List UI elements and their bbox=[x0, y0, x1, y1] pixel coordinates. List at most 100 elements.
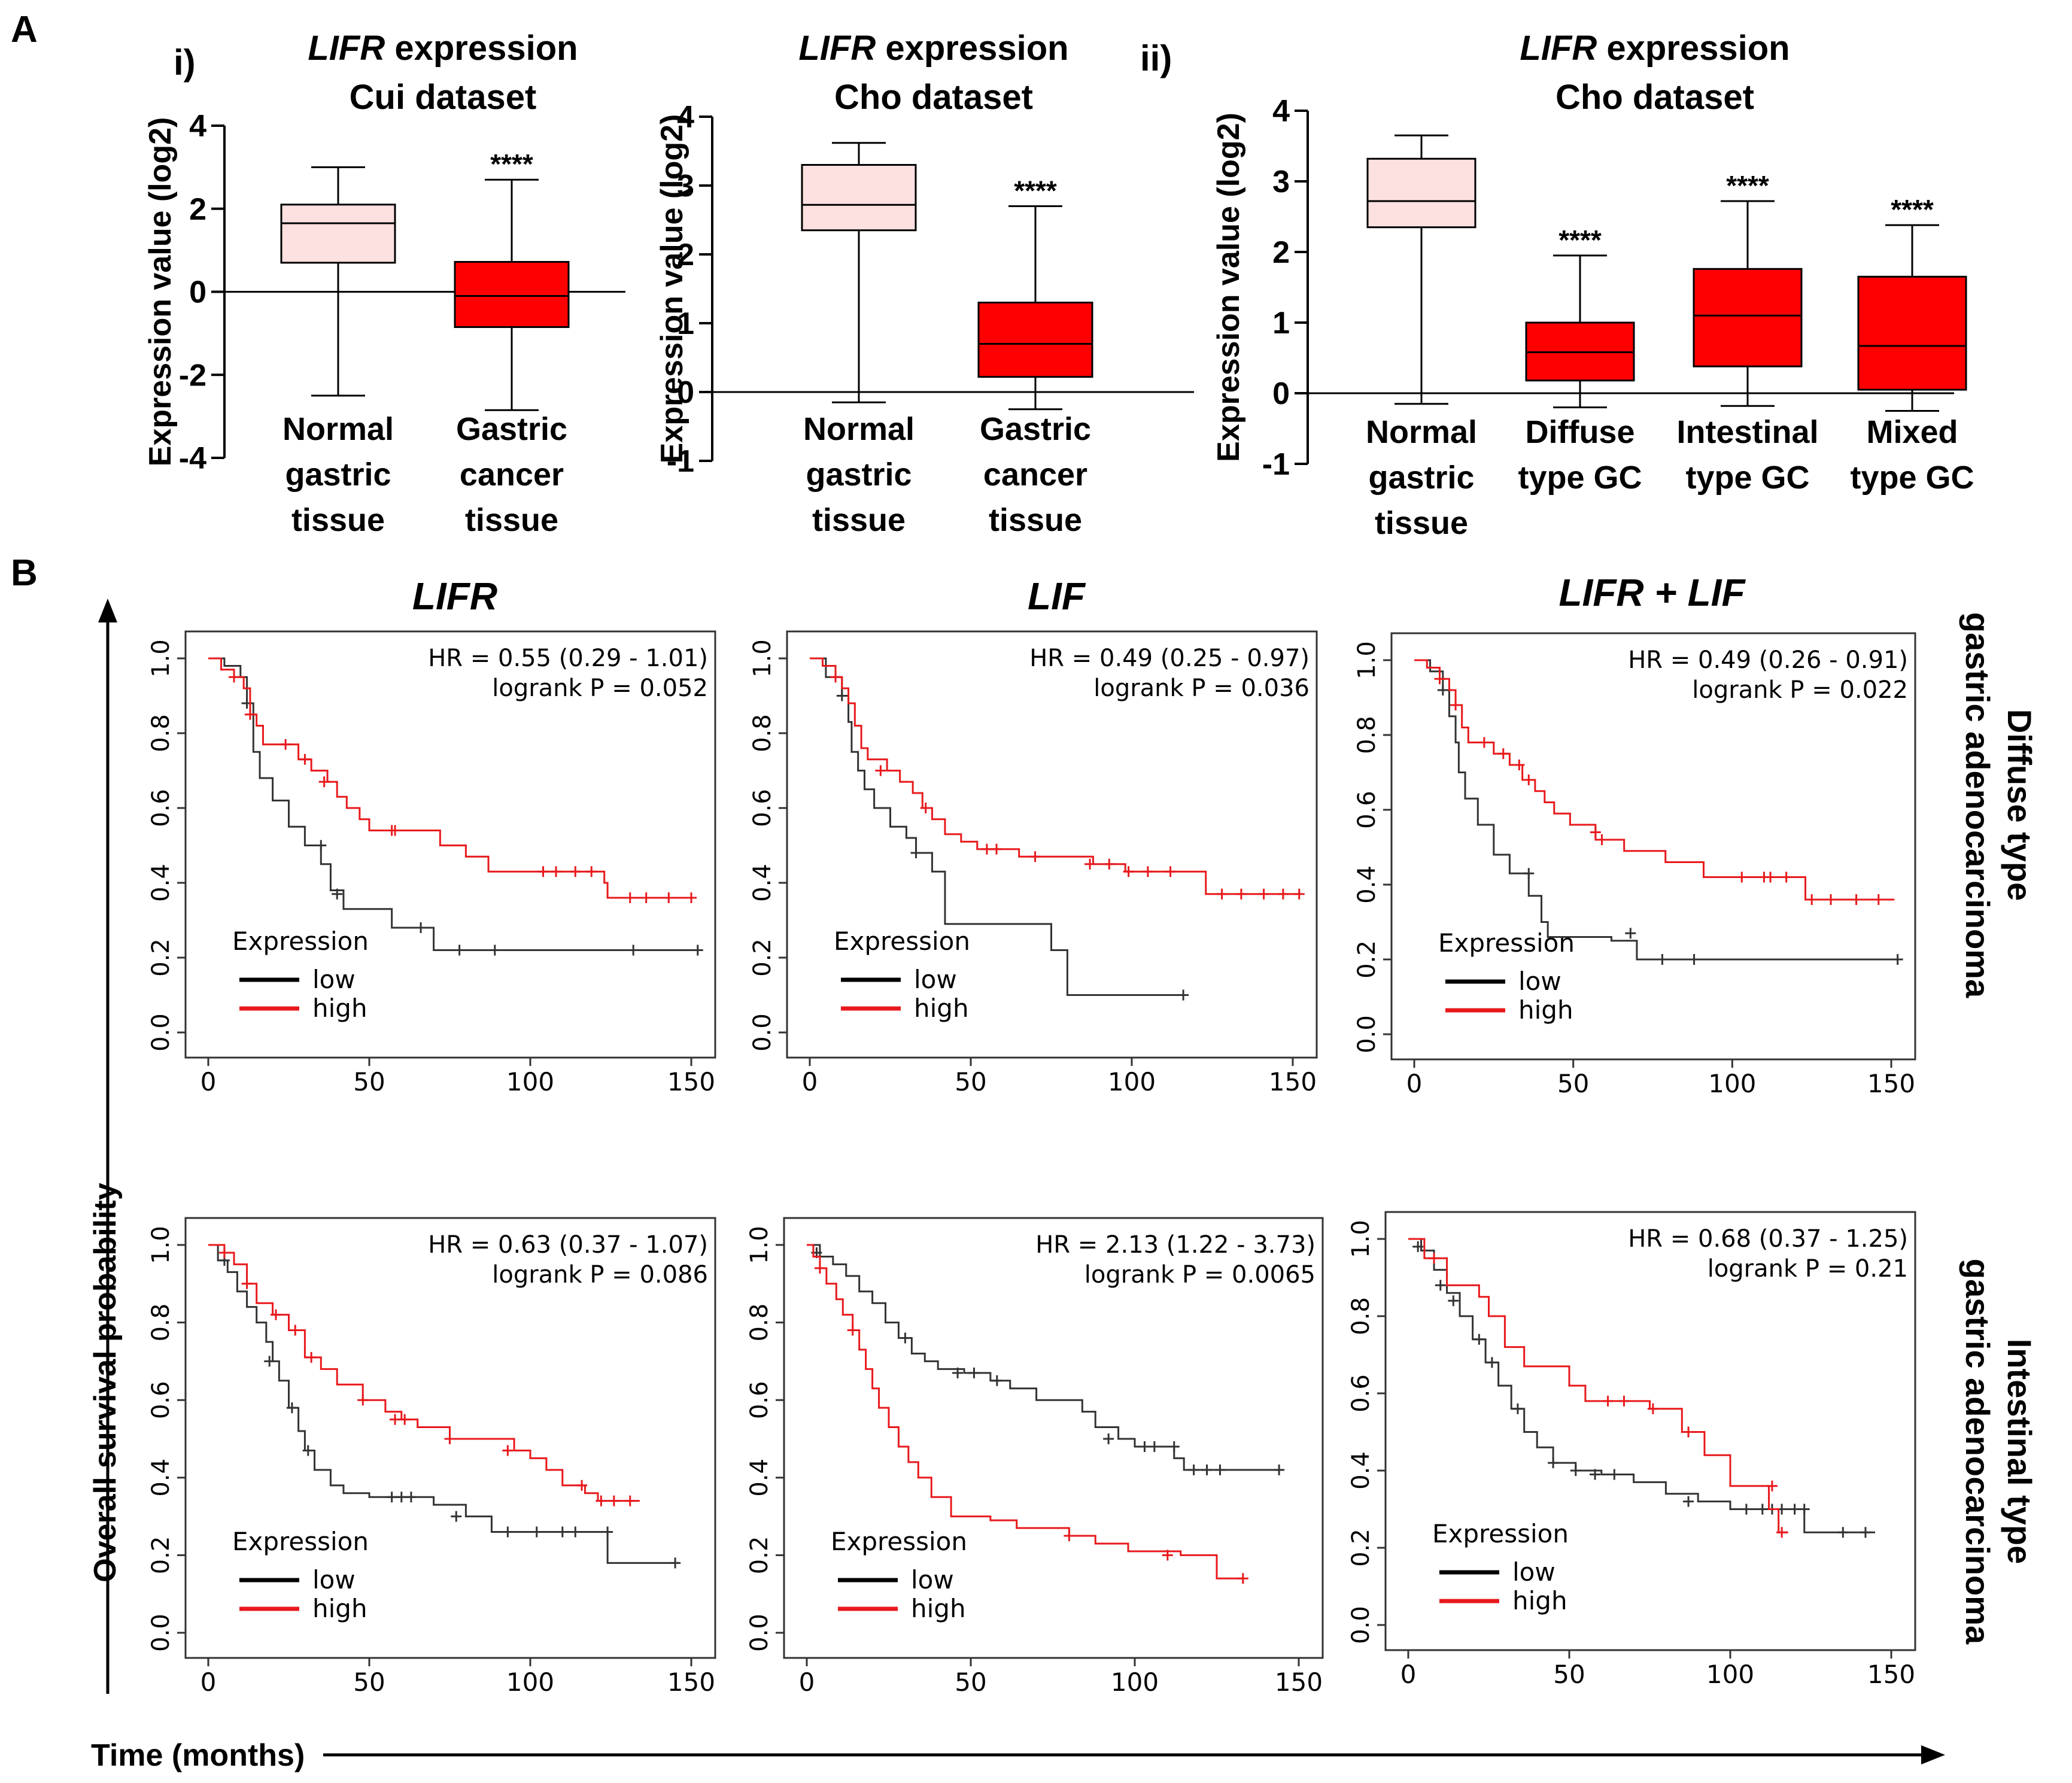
km-censor-mark-low bbox=[315, 840, 327, 851]
km-censor-mark-low bbox=[1139, 1441, 1150, 1452]
row-label-intestinal: Intestinal type gastric adenocarcinoma bbox=[1959, 1259, 2038, 1645]
km-legend-title: Expression bbox=[232, 1527, 369, 1556]
box-group: Normal gastric tissue bbox=[280, 166, 396, 538]
km-x-tick-label: 50 bbox=[1557, 1069, 1589, 1098]
km-censor-mark-high bbox=[390, 825, 401, 836]
km-plot-lif-intestinal: 0 50 100 150 0.0 0.2 0.4 0.6 0.8 1.0 HR = 2.13 (1.… bbox=[746, 1217, 1324, 1697]
col-title-lifr: LIFR bbox=[412, 575, 497, 618]
km-x-tick-label: 0 bbox=[200, 1067, 217, 1096]
km-x-tick-label: 150 bbox=[1867, 1660, 1915, 1689]
box-title-gene: LIFR bbox=[308, 29, 385, 68]
km-censor-mark-low bbox=[451, 1511, 462, 1522]
km-censor-mark-low bbox=[1740, 1503, 1752, 1515]
box-plot-2: LIFR expression Cho dataset Expression val… bbox=[655, 29, 1194, 538]
km-frame bbox=[786, 630, 1318, 1059]
km-y-tick-label: 0.2 bbox=[746, 1536, 773, 1575]
km-logrank-p: logrank P = 0.086 bbox=[492, 1261, 708, 1289]
km-y-tick-label: 0.8 bbox=[147, 1304, 175, 1342]
km-logrank-p: logrank P = 0.052 bbox=[492, 675, 708, 702]
box-group: **** Mixed type GC bbox=[1850, 194, 1974, 496]
km-hazard-ratio: HR = 0.49 (0.25 - 0.97) bbox=[1029, 645, 1310, 672]
km-censor-mark-low bbox=[1178, 989, 1189, 1001]
km-x-tick-label: 0 bbox=[1406, 1069, 1423, 1098]
km-censor-mark-high bbox=[241, 1278, 253, 1289]
km-censor-mark-low bbox=[1214, 1464, 1226, 1475]
km-censor-mark-high bbox=[1123, 866, 1134, 877]
km-censor-mark-low bbox=[1837, 1527, 1849, 1538]
box-iqr bbox=[454, 261, 570, 328]
km-censor-mark-low bbox=[415, 922, 427, 933]
km-y-tick-label: 0.2 bbox=[749, 938, 776, 977]
km-legend-high-label: high bbox=[312, 1594, 367, 1623]
km-frame bbox=[783, 1217, 1324, 1659]
km-censor-mark-low bbox=[1590, 1469, 1601, 1480]
km-x-tick-label: 0 bbox=[200, 1667, 217, 1697]
km-hazard-ratio: HR = 0.49 (0.26 - 0.91) bbox=[1628, 646, 1908, 674]
box-title-line1: LIFR expression bbox=[308, 29, 578, 68]
km-censor-mark-low bbox=[836, 690, 847, 701]
km-curve-low bbox=[208, 1244, 679, 1564]
box-group: **** Gastric cancer tissue bbox=[454, 148, 570, 538]
km-censor-mark-low bbox=[910, 848, 922, 858]
km-censor-mark-low bbox=[1512, 1403, 1523, 1414]
km-legend-low-label: low bbox=[911, 1565, 954, 1594]
km-censor-mark-low bbox=[968, 1367, 980, 1378]
km-censor-mark-high bbox=[1258, 888, 1269, 900]
box-y-axis-label: Expression value (log2) bbox=[655, 114, 689, 464]
km-censor-mark-high bbox=[847, 1325, 858, 1336]
km-censor-mark-high bbox=[399, 1414, 411, 1425]
col-title-lif: LIF bbox=[1028, 575, 1086, 618]
km-censor-mark-high bbox=[1450, 700, 1462, 710]
km-censor-mark-high bbox=[357, 1395, 369, 1406]
km-y-tick-label: 0.4 bbox=[147, 1459, 175, 1497]
km-x-tick-label: 100 bbox=[506, 1067, 554, 1096]
km-censor-mark-low bbox=[1435, 1280, 1446, 1291]
km-censor-mark-high bbox=[663, 892, 675, 903]
km-y-tick-label: 0.6 bbox=[147, 1381, 175, 1419]
km-y-tick-label: 0.6 bbox=[1353, 791, 1381, 829]
km-x-tick-label: 150 bbox=[1867, 1069, 1915, 1098]
km-x-tick-label: 150 bbox=[667, 1067, 715, 1096]
box-y-tick-label: 2 bbox=[677, 238, 694, 272]
km-y-tick-label: 1.0 bbox=[749, 639, 776, 678]
row1-line1: Diffuse type bbox=[2001, 709, 2038, 901]
km-censor-mark-low bbox=[1625, 928, 1636, 939]
km-censor-mark-high bbox=[1523, 774, 1535, 785]
shared-y-axis: Overall survival probability bbox=[88, 599, 123, 1694]
km-y-tick-label: 1.0 bbox=[746, 1226, 773, 1264]
km-censor-mark-high bbox=[1683, 1426, 1694, 1438]
km-y-tick-label: 0.4 bbox=[749, 864, 776, 902]
box-y-tick-label: 3 bbox=[677, 169, 694, 203]
km-legend-high-label: high bbox=[312, 994, 367, 1023]
km-censor-mark-low bbox=[1789, 1503, 1800, 1515]
km-x-tick-label: 50 bbox=[1553, 1660, 1585, 1689]
box-title-gene: LIFR bbox=[1520, 29, 1597, 68]
km-y-tick-label: 0.4 bbox=[1353, 865, 1381, 904]
km-y-tick-label: 1.0 bbox=[147, 1226, 175, 1264]
km-y-tick-label: 0.8 bbox=[147, 714, 175, 752]
box-y-tick-label: 0 bbox=[189, 275, 206, 310]
box-category-label: Intestinal bbox=[1676, 414, 1818, 450]
km-censor-mark-high bbox=[306, 1351, 317, 1363]
km-y-tick-label: 0.0 bbox=[746, 1614, 773, 1652]
km-curve-high bbox=[208, 1244, 640, 1502]
km-censor-mark-low bbox=[1757, 1503, 1768, 1515]
km-censor-mark-low bbox=[1683, 1496, 1694, 1507]
shared-x-axis-label: Time (months) bbox=[91, 1738, 305, 1773]
panel-a-letter: A bbox=[11, 9, 38, 50]
km-censor-mark-high bbox=[1514, 760, 1525, 770]
km-censor-mark-low bbox=[1860, 1527, 1871, 1538]
box-y-tick-label: 3 bbox=[1272, 165, 1290, 199]
km-censor-mark-high bbox=[1781, 871, 1792, 883]
km-censor-mark-high bbox=[1029, 851, 1041, 862]
km-censor-mark-high bbox=[875, 765, 886, 776]
box-category-label: gastric bbox=[806, 457, 912, 493]
km-y-tick-label: 0.0 bbox=[1353, 1015, 1381, 1053]
km-legend-high-label: high bbox=[1512, 1586, 1567, 1615]
km-legend-low-label: low bbox=[312, 1565, 356, 1594]
row2-line1: Intestinal type bbox=[2001, 1339, 2038, 1565]
box-category-label: Normal bbox=[282, 411, 394, 447]
box-group: Normal gastric tissue bbox=[1366, 134, 1477, 541]
km-y-tick-label: 0.6 bbox=[1347, 1374, 1375, 1413]
